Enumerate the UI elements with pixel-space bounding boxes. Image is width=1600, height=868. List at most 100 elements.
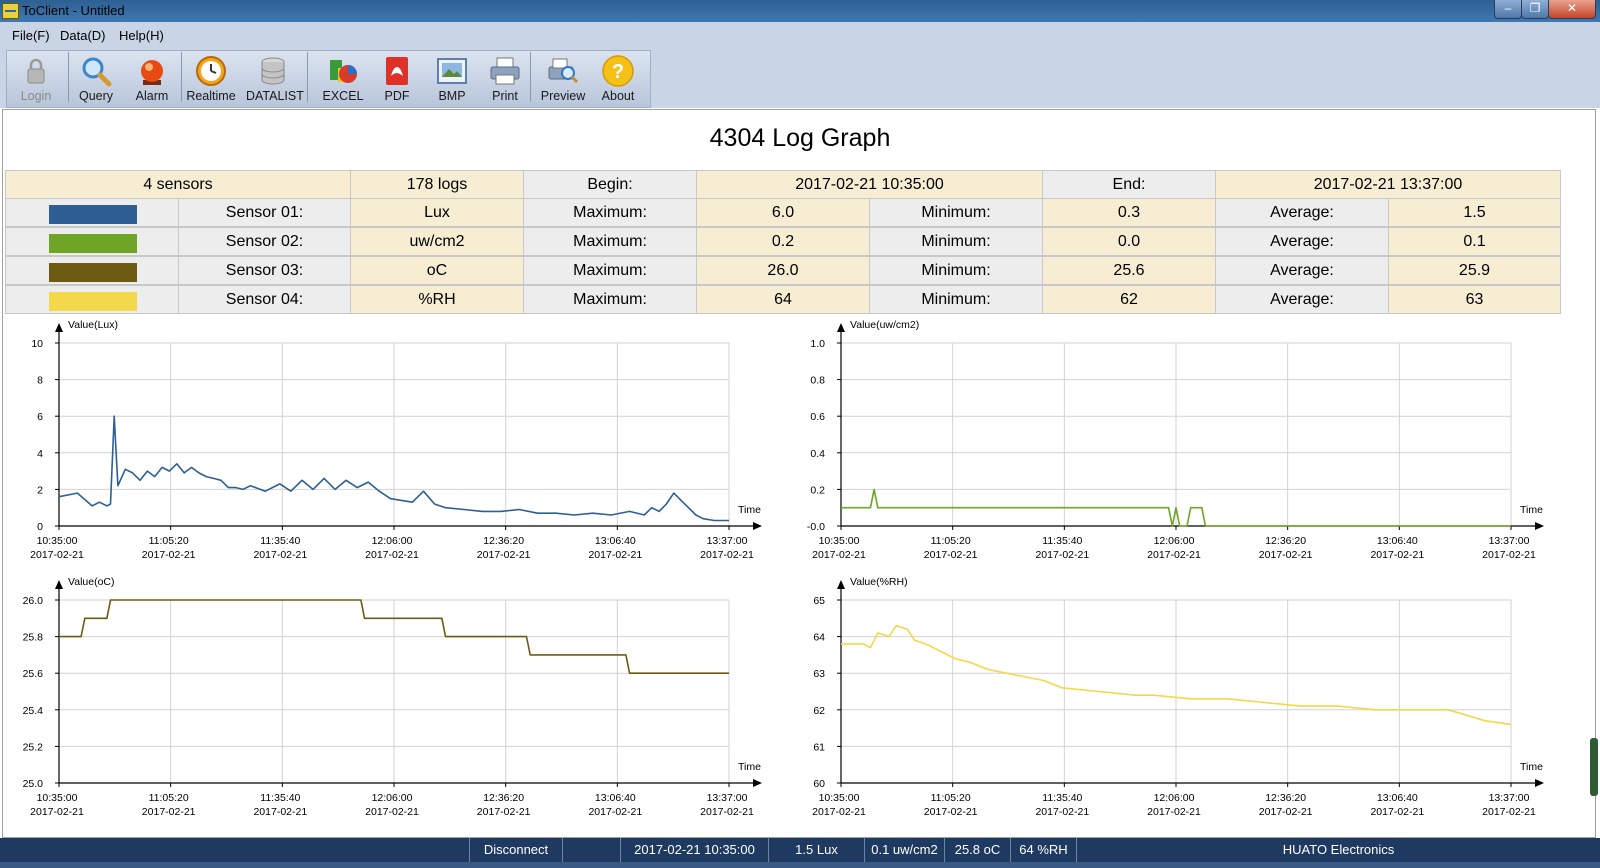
toolbar-button-label: Realtime [186, 89, 236, 103]
x-tick-time-label: 13:06:40 [1377, 535, 1418, 547]
excel-chart-icon [330, 60, 357, 83]
status-connection: Disconnect [470, 838, 563, 862]
sensor-summary-table: 4 sensors 178 logs Begin: 2017-02-21 10:… [5, 170, 1591, 314]
x-tick-date-label: 2017-02-21 [1147, 549, 1201, 561]
x-tick-date-label: 2017-02-21 [812, 806, 866, 818]
menu-bar: File(F) Data(D) Help(H) [0, 22, 1600, 48]
charts-area: 0 2 4 6 8 10 10:35:00 2017-02-21 11:05:20 2017-02… [23, 320, 1544, 818]
x-tick-date-label: 2017-02-21 [1259, 806, 1313, 818]
x-tick-time-label: 12:06:00 [1154, 535, 1195, 547]
y-axis-label: Value(%RH) [850, 576, 908, 588]
x-tick-date-label: 2017-02-21 [365, 806, 419, 818]
toolbar-separator [530, 52, 531, 102]
toolbar-realtime-button[interactable]: Realtime [184, 50, 238, 104]
toolbar-excel-button[interactable]: EXCEL [316, 50, 370, 104]
status-temp: 25.8 oC [945, 838, 1011, 862]
sensor-unit: %RH [350, 285, 524, 314]
magnifier-icon [82, 57, 112, 87]
y-tick-label: 61 [813, 741, 825, 753]
toolbar-button-label: Alarm [135, 89, 169, 103]
title-bar: ToClient - Untitled – ❐ ✕ [0, 0, 1600, 22]
menu-data[interactable]: Data(D) [60, 28, 106, 43]
toolbar-preview-button[interactable]: Preview [536, 50, 590, 104]
x-tick-time-label: 11:35:40 [1042, 535, 1082, 547]
y-tick-label: 6 [37, 411, 43, 423]
x-tick-date-label: 2017-02-21 [1035, 549, 1089, 561]
toolbar-button-label: PDF [384, 89, 410, 103]
minimize-button[interactable]: – [1494, 0, 1522, 19]
x-tick-date-label: 2017-02-21 [700, 549, 754, 561]
toolbar-datalist-button[interactable]: DATALIST [246, 50, 304, 104]
sensor-min: 0.0 [1042, 227, 1216, 256]
y-tick-label: 25.8 [23, 632, 44, 644]
x-tick-time-label: 12:36:20 [483, 535, 524, 547]
series-line [841, 624, 1512, 726]
pdf-icon [386, 57, 408, 85]
x-axis-arrow [753, 522, 762, 530]
x-tick-time-label: 12:06:00 [372, 792, 413, 804]
toolbar-pdf-button[interactable]: PDF [370, 50, 424, 104]
x-tick-date-label: 2017-02-21 [700, 806, 754, 818]
sensor-avg: 1.5 [1388, 198, 1561, 227]
chart-3: 25.0 25.2 25.4 25.6 25.8 26.0 10:35:00 2017-02-… [23, 576, 762, 818]
app-icon [2, 3, 19, 19]
x-axis-label: Time [1520, 761, 1543, 773]
database-icon [261, 57, 285, 85]
x-tick-date-label: 2017-02-21 [924, 806, 978, 818]
y-axis-arrow [55, 580, 63, 589]
toolbar-alarm-button[interactable]: Alarm [125, 50, 179, 104]
toolbar-button-label: BMP [438, 89, 466, 103]
sensor-max: 0.2 [696, 227, 870, 256]
x-tick-time-label: 11:05:20 [149, 792, 189, 804]
y-axis-label: Value(oC) [68, 576, 115, 588]
status-gap [563, 838, 621, 862]
sensor-color-cell [5, 198, 179, 227]
status-lux: 1.5 Lux [769, 838, 865, 862]
y-tick-label: 0.4 [810, 448, 825, 460]
x-tick-time-label: 13:37:00 [707, 535, 748, 547]
close-icon: ✕ [1566, 1, 1578, 15]
y-axis-arrow [55, 323, 63, 332]
toolbar-bmp-button[interactable]: BMP [425, 50, 479, 104]
begin-time: 2017-02-21 10:35:00 [696, 170, 1043, 199]
image-icon [437, 58, 467, 84]
close-button[interactable]: ✕ [1548, 0, 1596, 19]
clock-icon [196, 56, 226, 86]
y-tick-label: 0.6 [810, 411, 825, 423]
x-tick-time-label: 13:37:00 [1489, 535, 1530, 547]
toolbar-separator [307, 52, 308, 102]
y-tick-label: 65 [813, 595, 825, 607]
y-tick-label: 25.2 [23, 741, 44, 753]
status-bar: Disconnect 2017-02-21 10:35:00 1.5 Lux 0… [0, 838, 1600, 862]
series-line [841, 488, 1511, 527]
y-tick-label: 25.0 [23, 778, 44, 790]
status-uv: 0.1 uw/cm2 [865, 838, 945, 862]
toolbar-print-button[interactable]: Print [478, 50, 532, 104]
sensor-max-label: Maximum: [523, 227, 697, 256]
maximize-button[interactable]: ❐ [1521, 0, 1549, 19]
scroll-handle[interactable] [1590, 738, 1598, 796]
report-title: 4304 Log Graph [709, 124, 891, 152]
menu-help[interactable]: Help(H) [119, 28, 164, 43]
menu-file[interactable]: File(F) [12, 28, 50, 43]
sensor-unit: uw/cm2 [350, 227, 524, 256]
sensor-avg: 0.1 [1388, 227, 1561, 256]
y-tick-label: 25.6 [23, 668, 44, 680]
x-tick-date-label: 2017-02-21 [365, 549, 419, 561]
x-tick-date-label: 2017-02-21 [1147, 806, 1201, 818]
toolbar-login-button[interactable]: Login [9, 50, 63, 104]
x-tick-time-label: 10:35:00 [37, 792, 78, 804]
sensor-name: Sensor 02: [178, 227, 351, 256]
sensor-min-label: Minimum: [869, 285, 1043, 314]
x-tick-time-label: 11:05:20 [149, 535, 189, 547]
x-tick-time-label: 11:35:40 [260, 792, 300, 804]
toolbar-about-button[interactable]: ? About [591, 50, 645, 104]
toolbar-button-label: Preview [540, 89, 586, 103]
sensor-max: 64 [696, 285, 870, 314]
sensor-color-swatch [49, 292, 137, 311]
x-tick-time-label: 13:06:40 [595, 535, 636, 547]
x-tick-date-label: 2017-02-21 [477, 806, 531, 818]
sensor-name: Sensor 04: [178, 285, 351, 314]
toolbar-query-button[interactable]: Query [69, 50, 123, 104]
x-tick-time-label: 12:36:20 [483, 792, 524, 804]
